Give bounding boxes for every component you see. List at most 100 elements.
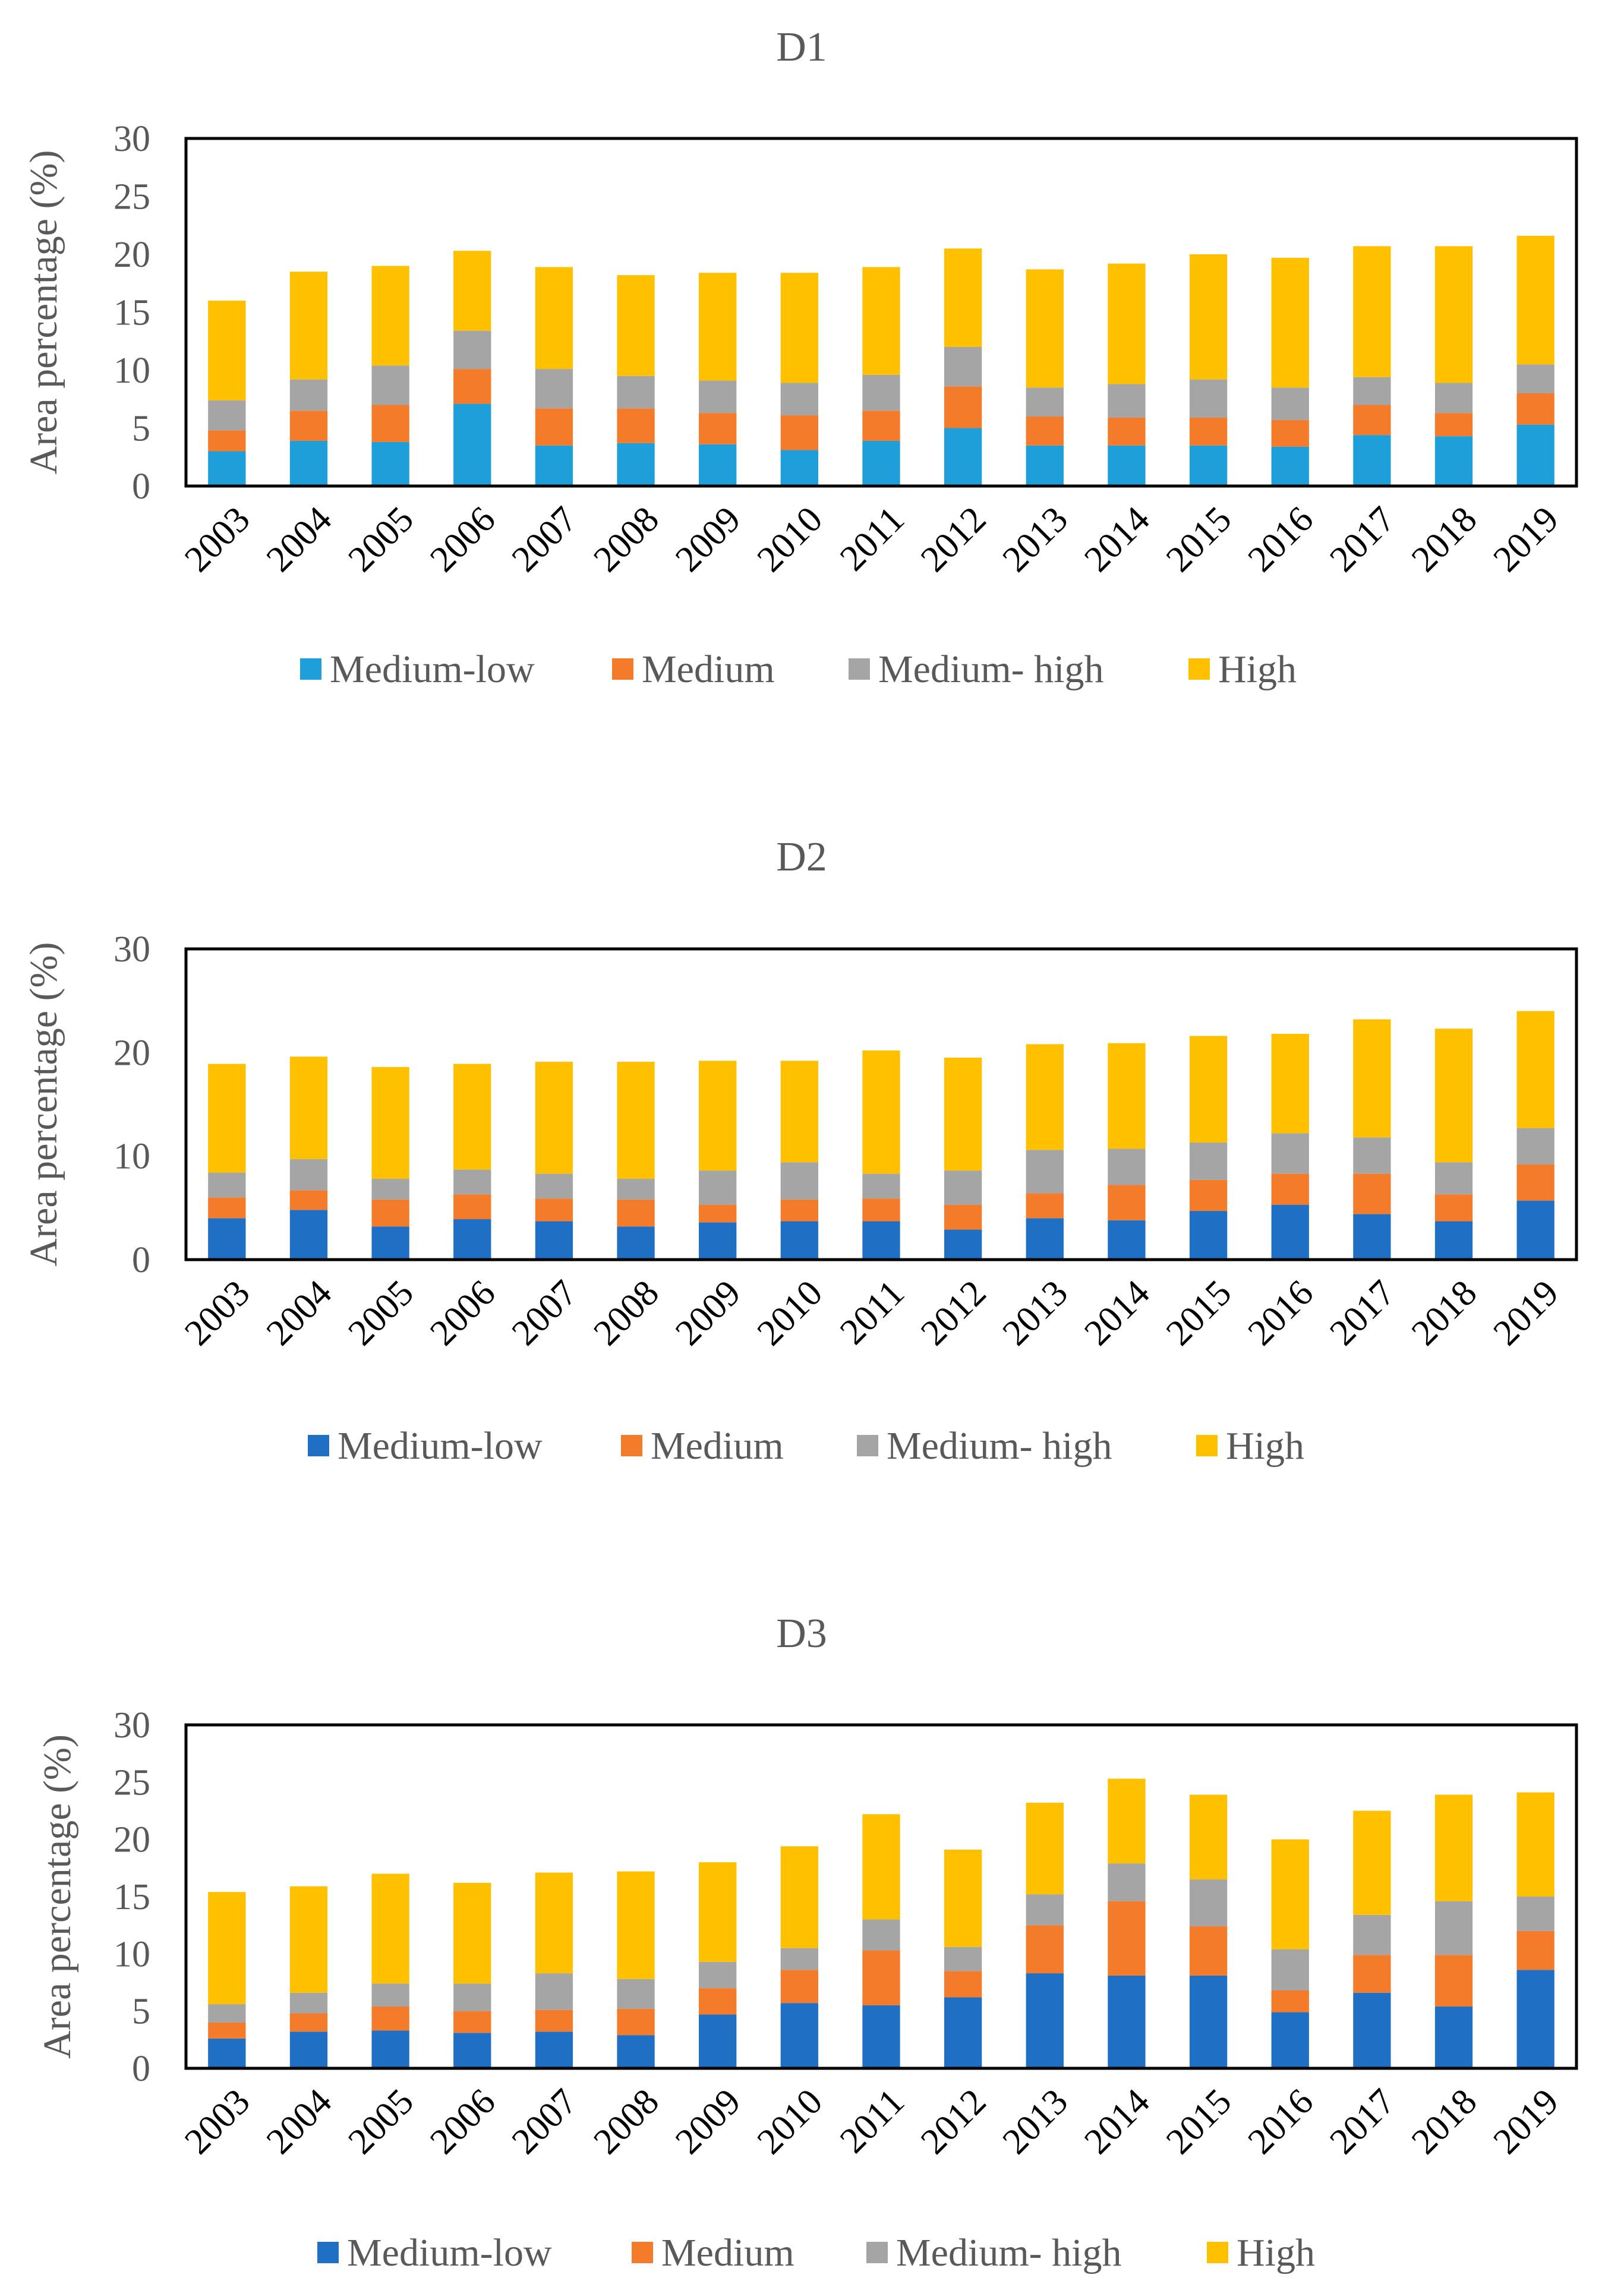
bar-medium-2019 (1516, 393, 1554, 425)
bar-medium-2016 (1271, 419, 1309, 447)
bar-medium-high-2008 (617, 1979, 655, 2009)
bar-medium-high-2012 (944, 1947, 982, 1971)
x-tick-label: 2005 (340, 499, 421, 580)
bar-medium-low-2016 (1271, 2012, 1309, 2068)
bar-high-2019 (1516, 1792, 1554, 1897)
x-tick-label: 2018 (1404, 2081, 1485, 2162)
x-tick-label: 2010 (749, 2081, 830, 2162)
legend-label-medium-high: Medium- high (878, 648, 1103, 691)
x-tick-label: 2017 (1322, 1273, 1403, 1354)
bar-high-2005 (371, 1873, 409, 1984)
bar-medium-low-2013 (1026, 445, 1064, 486)
legend-label-high: High (1218, 648, 1297, 691)
legend-swatch-medium-high (857, 1435, 878, 1456)
y-axis-title: Area percentage (%) (22, 150, 65, 475)
bar-medium-2011 (862, 411, 900, 441)
bar-medium-low-2015 (1189, 1211, 1228, 1260)
x-tick-label: 2018 (1404, 499, 1485, 580)
bar-medium-high-2016 (1271, 387, 1309, 420)
bar-medium-low-2014 (1108, 445, 1146, 486)
chart-title: D1 (776, 24, 827, 70)
bar-medium-2015 (1189, 1926, 1228, 1976)
bar-medium-2005 (371, 2006, 409, 2031)
bar-medium-high-2003 (208, 2004, 246, 2023)
bar-medium-low-2009 (699, 1222, 737, 1260)
legend-swatch-medium-high (866, 2242, 888, 2263)
bar-medium-high-2011 (862, 1919, 900, 1951)
bar-medium-high-2014 (1108, 1149, 1146, 1185)
bar-medium-2004 (289, 2013, 328, 2032)
bar-medium-2009 (699, 413, 737, 444)
legend-swatch-high (1188, 658, 1210, 680)
bar-medium-high-2010 (780, 1948, 819, 1970)
bar-medium-high-2003 (208, 400, 246, 431)
bar-medium-2007 (535, 408, 573, 446)
bar-medium-2008 (617, 2008, 655, 2036)
bar-high-2007 (535, 1872, 573, 1974)
bar-high-2009 (699, 1061, 737, 1171)
bar-medium-high-2015 (1189, 1143, 1228, 1180)
bar-medium-low-2004 (289, 2031, 328, 2068)
x-tick-label: 2007 (504, 499, 585, 580)
bar-medium-2004 (289, 1190, 328, 1210)
bar-medium-2019 (1516, 1930, 1554, 1970)
bar-high-2003 (208, 1892, 246, 2005)
legend-swatch-high (1196, 1435, 1218, 1456)
bar-medium-2017 (1353, 1173, 1391, 1214)
bar-medium-2005 (371, 1199, 409, 1227)
bar-medium-low-2003 (208, 2038, 246, 2068)
bar-high-2014 (1108, 1043, 1146, 1149)
bar-medium-high-2007 (535, 1173, 573, 1199)
bar-medium-high-2015 (1189, 1879, 1228, 1927)
bar-high-2019 (1516, 1011, 1554, 1128)
y-tick-label: 15 (113, 293, 150, 333)
bar-high-2007 (535, 1062, 573, 1174)
legend-label-high: High (1237, 2231, 1315, 2274)
y-tick-label: 25 (113, 1762, 150, 1803)
bar-high-2003 (208, 1064, 246, 1173)
bar-medium-2018 (1434, 1955, 1473, 2007)
bar-high-2014 (1108, 263, 1146, 384)
bar-high-2006 (453, 1064, 491, 1170)
bar-medium-low-2006 (453, 1219, 491, 1260)
y-tick-label: 5 (132, 409, 150, 449)
bar-medium-low-2018 (1434, 436, 1473, 486)
bar-medium-low-2007 (535, 2031, 573, 2068)
x-tick-label: 2004 (259, 1273, 340, 1354)
bar-medium-low-2004 (289, 1210, 328, 1260)
bar-medium-high-2008 (617, 1179, 655, 1200)
x-tick-label: 2003 (177, 1273, 258, 1354)
bar-high-2018 (1434, 1794, 1473, 1901)
x-tick-label: 2016 (1240, 499, 1321, 580)
bar-medium-high-2004 (289, 1992, 328, 2014)
bar-medium-low-2019 (1516, 1200, 1554, 1260)
bar-medium-low-2014 (1108, 1220, 1146, 1260)
legend-label-medium: Medium (642, 648, 775, 691)
plot-area-border (184, 137, 1578, 488)
bar-high-2008 (617, 1062, 655, 1179)
bar-high-2014 (1108, 1778, 1146, 1864)
bar-medium-2008 (617, 1199, 655, 1227)
bar-medium-low-2016 (1271, 446, 1309, 486)
legend-swatch-medium-low (308, 1435, 329, 1456)
x-tick-label: 2016 (1240, 2081, 1321, 2162)
bar-medium-low-2008 (617, 443, 655, 486)
x-tick-label: 2018 (1404, 1273, 1485, 1354)
x-tick-label: 2010 (749, 499, 830, 580)
x-tick-label: 2005 (340, 1273, 421, 1354)
plot-area-border (184, 947, 1578, 1261)
bar-high-2010 (780, 273, 819, 383)
bar-medium-high-2005 (371, 1983, 409, 2007)
legend-label-medium-low: Medium-low (347, 2231, 552, 2274)
bar-high-2015 (1189, 1794, 1228, 1880)
bar-medium-2016 (1271, 1173, 1309, 1205)
legend-label-medium-high: Medium- high (896, 2231, 1121, 2274)
x-tick-label: 2004 (259, 2081, 340, 2162)
legend-label-high: High (1226, 1424, 1304, 1468)
x-tick-label: 2012 (913, 499, 994, 580)
bar-medium-high-2006 (453, 1169, 491, 1195)
bar-medium-high-2019 (1516, 1897, 1554, 1931)
x-tick-label: 2019 (1486, 2081, 1566, 2162)
